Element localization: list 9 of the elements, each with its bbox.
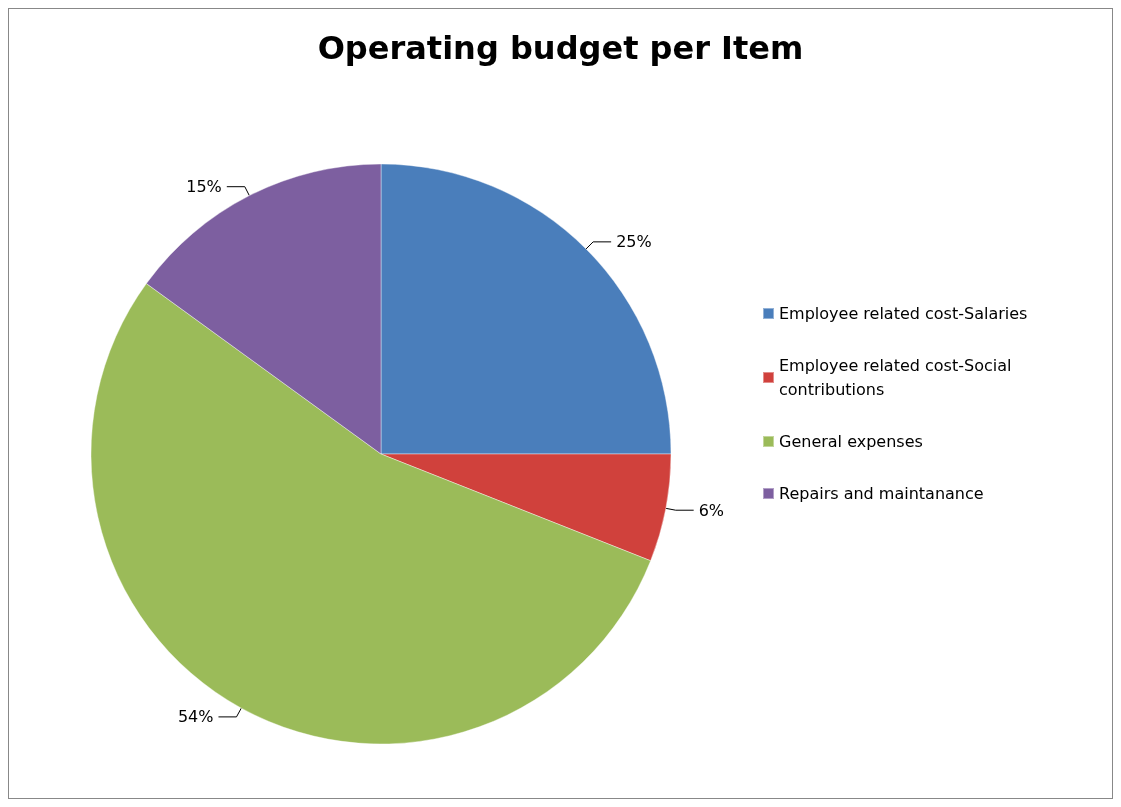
legend-label: General expenses xyxy=(779,432,923,451)
legend-label: Repairs and maintanance xyxy=(779,484,984,503)
data-label: 25% xyxy=(616,232,652,252)
data-label: 6% xyxy=(698,500,725,520)
legend-label: Employee related cost-Salaries xyxy=(779,304,1028,323)
data-label: 15% xyxy=(186,177,222,197)
chart-title: Operating budget per Item xyxy=(317,29,804,67)
legend-label: Employee related cost-Social contributions xyxy=(779,356,1017,399)
data-label: 54% xyxy=(177,707,214,727)
